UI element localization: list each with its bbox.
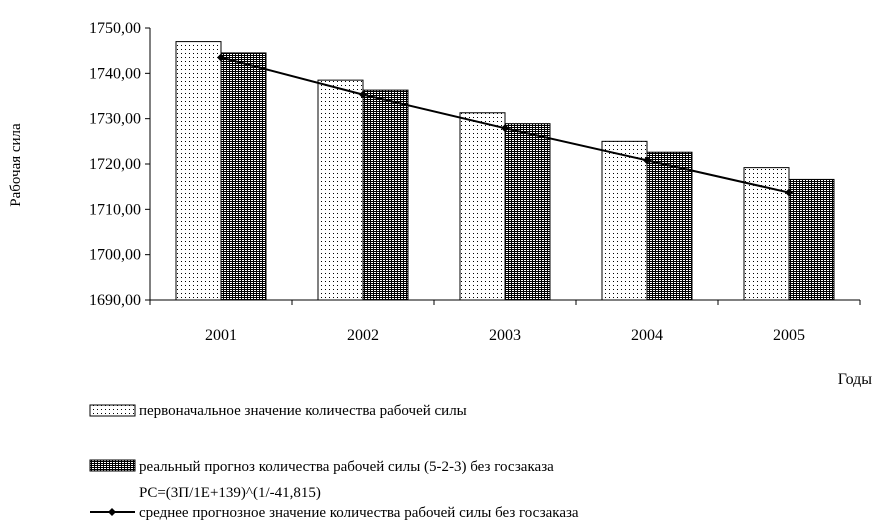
bar-initial-2003: [459, 112, 506, 301]
legend-label-formula: PC=(3П/1E+139)^(1/-41,815): [139, 485, 321, 501]
legend-label-average: среднее прогнозное значение количества р…: [139, 505, 579, 521]
bar-initial-2002: [317, 79, 364, 301]
legend-label-real-forecast: реальный прогноз количества рабочей силы…: [139, 459, 554, 475]
average-forecast-point-2004: [643, 156, 651, 165]
bar-real-forecast-2002: [362, 89, 409, 301]
x-tick-label: 2003: [489, 327, 521, 344]
bar-real-forecast-2004: [646, 151, 693, 301]
y-tick-label: 1730,00: [89, 111, 141, 128]
legend-swatch-grid: [89, 459, 136, 472]
average-forecast-point-2003: [501, 124, 509, 133]
bar-initial-2001: [175, 41, 222, 301]
y-tick-label: 1700,00: [89, 247, 141, 264]
x-tick-label: 2001: [205, 327, 237, 344]
y-tick-label: 1750,00: [89, 20, 141, 37]
bar-initial-2004: [601, 140, 648, 301]
legend-label-initial: первоначальное значение количества рабоч…: [139, 403, 467, 419]
average-forecast-point-2002: [359, 90, 367, 99]
legend-marker-diamond: [108, 508, 116, 516]
legend: первоначальное значение количества рабоч…: [89, 403, 579, 521]
y-tick-label: 1690,00: [89, 292, 141, 309]
bar-real-forecast-2003: [504, 123, 551, 301]
legend-item-real-forecast: реальный прогноз количества рабочей силы…: [89, 459, 554, 501]
bar-real-forecast-2005: [788, 178, 835, 301]
x-tick-label: 2005: [773, 327, 805, 344]
y-tick-label: 1740,00: [89, 65, 141, 82]
bar-initial-2005: [743, 167, 790, 301]
legend-item-average: среднее прогнозное значение количества р…: [90, 505, 579, 521]
legend-item-initial: первоначальное значение количества рабоч…: [89, 403, 467, 419]
x-tick-label: 2004: [631, 327, 663, 344]
y-axis-title: Рабочая сила: [8, 123, 24, 207]
x-tick-label: 2002: [347, 327, 379, 344]
average-forecast-point-2005: [785, 188, 793, 197]
average-forecast-point-2001: [217, 53, 225, 62]
bar-real-forecast-2001: [220, 52, 267, 301]
x-axis-title: Годы: [838, 371, 873, 388]
plot-area: 1750,00 1740,00 1730,00 1720,00 1710,00 1700,…: [89, 20, 861, 344]
legend-swatch-dots: [89, 404, 136, 417]
y-tick-label: 1720,00: [89, 156, 141, 173]
y-tick-label: 1710,00: [89, 201, 141, 218]
